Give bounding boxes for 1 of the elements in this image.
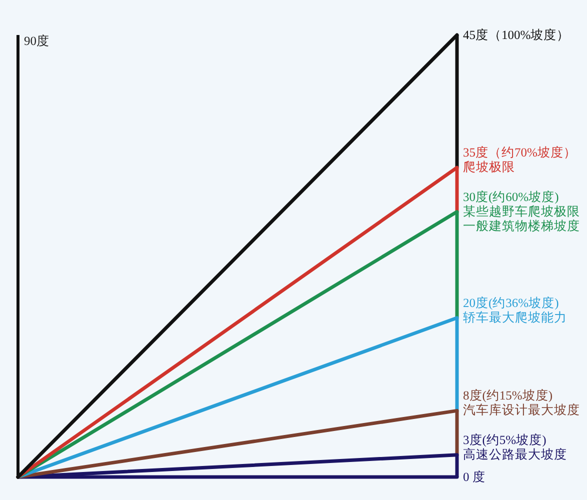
annotation: 90度 — [24, 34, 50, 48]
